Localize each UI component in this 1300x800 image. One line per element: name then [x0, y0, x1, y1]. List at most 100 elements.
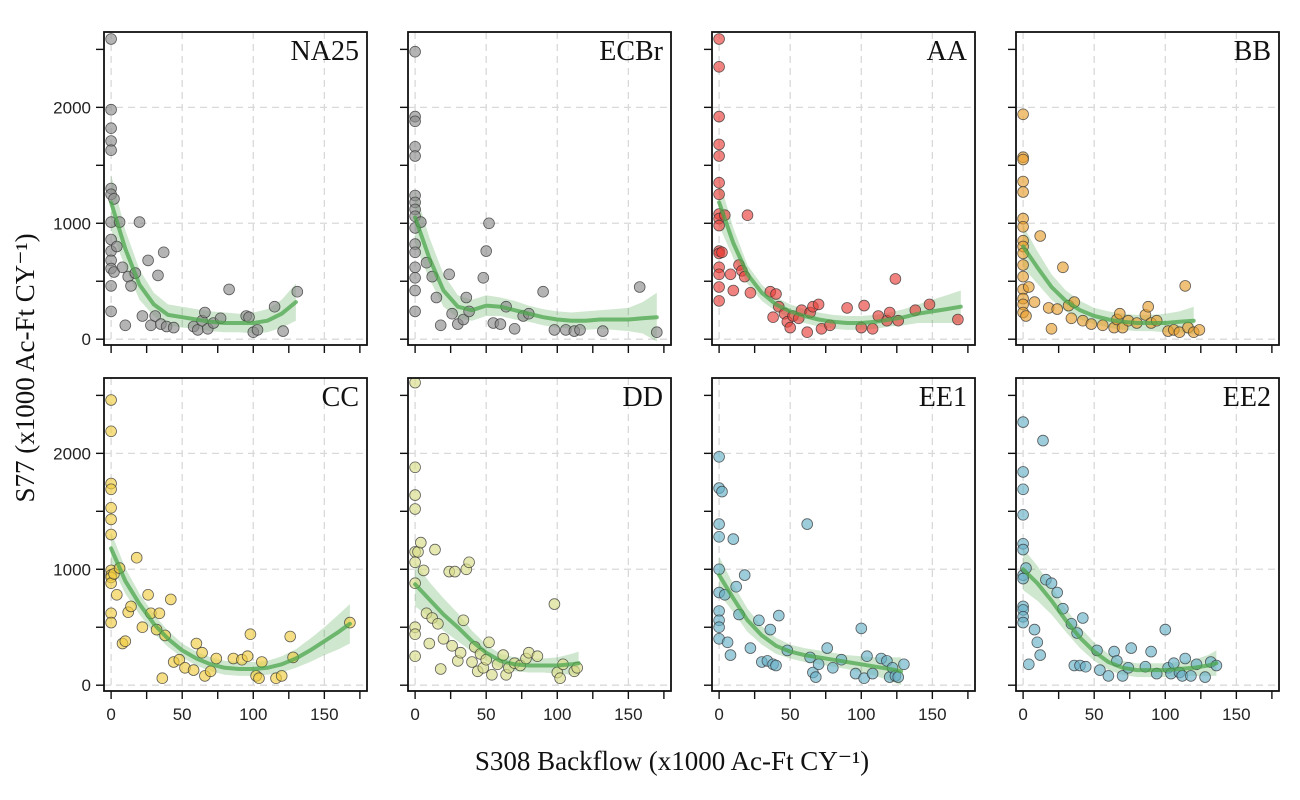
data-point — [1023, 658, 1035, 671]
data-point — [1045, 577, 1058, 589]
data-point — [483, 636, 495, 649]
data-point — [1017, 543, 1029, 556]
data-point — [423, 637, 436, 650]
data-point — [409, 271, 421, 284]
data-point — [105, 122, 117, 134]
data-point — [713, 268, 725, 281]
data-point — [275, 670, 288, 682]
data-point — [409, 305, 421, 318]
data-point — [1020, 310, 1032, 322]
data-point — [1023, 281, 1035, 293]
data-point — [457, 614, 470, 627]
data-point — [125, 600, 137, 613]
data-point — [883, 306, 896, 319]
data-point — [596, 325, 609, 337]
data-point — [713, 219, 725, 232]
data-point — [713, 138, 725, 151]
data-point — [157, 246, 170, 259]
data-point — [721, 636, 734, 649]
data-point — [772, 609, 785, 622]
data-point — [443, 268, 456, 281]
x-tick-label: 50 — [173, 705, 192, 724]
data-point — [463, 556, 475, 569]
panel-frame — [103, 31, 368, 346]
data-point — [812, 658, 825, 671]
data-point — [1051, 586, 1063, 599]
data-point — [508, 322, 521, 335]
data-point — [136, 310, 149, 322]
plot-area — [1017, 108, 1206, 339]
data-point — [196, 646, 208, 659]
data-point — [1168, 657, 1180, 669]
y-axis-title: S77 (x1000 Ac-Ft CY⁻¹) — [10, 233, 40, 502]
data-point — [1051, 303, 1063, 315]
data-point — [494, 318, 507, 330]
plot-area — [409, 45, 663, 342]
fit-line — [1021, 567, 1219, 673]
data-point — [466, 656, 478, 668]
data-point — [1179, 652, 1191, 665]
data-point — [1017, 483, 1029, 496]
data-point — [1114, 307, 1126, 320]
panel-label: BB — [1234, 36, 1271, 67]
data-point — [1179, 280, 1191, 292]
data-point — [730, 580, 742, 593]
data-point — [434, 663, 447, 675]
data-point — [223, 283, 235, 296]
data-point — [767, 311, 779, 324]
panel-frame — [407, 377, 672, 692]
data-point — [574, 324, 586, 336]
panel-frame — [711, 31, 976, 346]
data-point — [1193, 324, 1206, 336]
panel-label: EE1 — [919, 382, 967, 413]
data-point — [153, 607, 166, 620]
data-point — [724, 268, 737, 281]
x-tick-label: 50 — [1085, 705, 1104, 724]
data-point — [119, 635, 132, 647]
data-point — [716, 485, 728, 498]
data-point — [284, 630, 297, 643]
data-point — [713, 621, 725, 633]
data-point — [1077, 612, 1089, 624]
plot-area — [1017, 416, 1223, 683]
panel-label: ECBr — [599, 36, 663, 67]
panel-background — [104, 378, 367, 691]
data-point — [753, 614, 765, 627]
panel-dd: 0 50 100 150 DD — [400, 377, 672, 724]
data-point — [713, 281, 725, 293]
data-point — [1017, 175, 1029, 188]
panel-na25: 0 1000 2000 NA25 — [53, 31, 368, 353]
data-point — [105, 483, 117, 496]
data-point — [738, 569, 751, 581]
data-point — [1125, 642, 1137, 654]
panel-cc: 0 50 100 150 0 1000 2000 CC — [53, 377, 368, 724]
data-point — [449, 565, 461, 578]
data-point — [1017, 186, 1029, 198]
data-point — [291, 285, 304, 298]
data-point — [149, 310, 162, 322]
data-point — [809, 671, 822, 683]
data-point — [105, 528, 117, 541]
data-point — [105, 144, 117, 157]
data-point — [801, 326, 813, 339]
y-tick-label: 0 — [82, 330, 91, 349]
panel-frame — [407, 31, 672, 346]
x-tick-label: 0 — [1018, 705, 1027, 724]
data-point — [855, 622, 868, 635]
data-point — [156, 672, 169, 684]
data-point — [1037, 434, 1049, 447]
data-point — [417, 564, 430, 577]
panel-bb: BB — [1008, 31, 1280, 353]
data-point — [1017, 108, 1029, 121]
data-point — [105, 305, 117, 318]
data-point — [165, 593, 177, 606]
panel-label: DD — [623, 382, 663, 413]
data-point — [210, 652, 223, 665]
data-point — [434, 319, 447, 332]
x-tick-label: 100 — [543, 705, 571, 724]
data-point — [764, 623, 777, 636]
data-point — [770, 288, 782, 300]
data-point — [713, 518, 725, 530]
data-point — [1028, 296, 1041, 308]
